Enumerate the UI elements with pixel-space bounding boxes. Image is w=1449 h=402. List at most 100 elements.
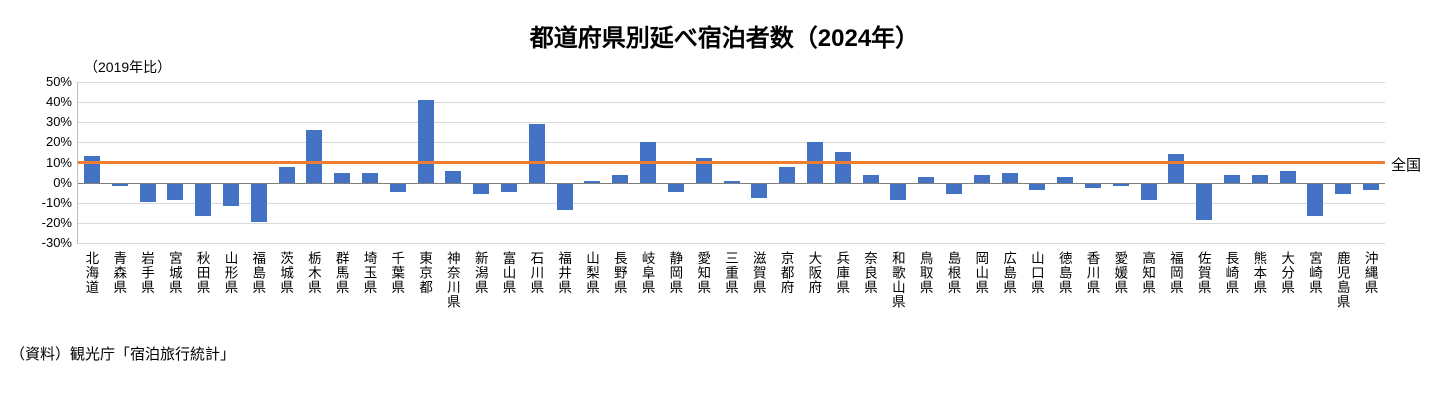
bar <box>1335 183 1352 194</box>
x-tick-label: 徳島県 <box>1056 251 1072 295</box>
bar <box>779 166 796 183</box>
x-tick-label: 鹿児島県 <box>1334 251 1350 309</box>
x-tick-label: 東京都 <box>417 251 433 295</box>
bar <box>361 172 378 183</box>
x-tick-label: 滋賀県 <box>750 251 766 295</box>
bar <box>1307 183 1324 216</box>
x-tick-label: 千葉県 <box>389 251 405 295</box>
x-tick-label: 沖縄県 <box>1362 251 1378 295</box>
bar <box>222 183 239 206</box>
bar <box>1140 183 1157 200</box>
x-tick-label: 香川県 <box>1084 251 1100 295</box>
x-tick-label: 三重県 <box>723 251 738 295</box>
x-tick-label: 福島県 <box>250 251 266 295</box>
bar <box>1279 170 1296 183</box>
bar <box>751 183 768 198</box>
x-tick-label: 兵庫県 <box>834 251 850 295</box>
x-tick-label: 富山県 <box>500 251 516 295</box>
x-tick-label: 宮城県 <box>166 251 182 295</box>
x-tick-label: 島根県 <box>945 251 961 295</box>
gridline <box>78 222 1385 224</box>
bar <box>612 174 629 183</box>
y-tick-label: 40% <box>45 94 72 110</box>
bar <box>667 183 684 192</box>
bar <box>1196 183 1213 220</box>
x-tick-label: 長崎県 <box>1223 251 1239 295</box>
x-tick-label: 大分県 <box>1279 251 1295 295</box>
bar <box>278 166 295 183</box>
x-tick-label: 北海道 <box>83 251 99 295</box>
bar <box>306 130 323 183</box>
bar <box>445 170 462 183</box>
y-axis-line <box>77 82 78 244</box>
x-tick-label: 青森県 <box>111 251 127 295</box>
source-note: （資料）観光庁「宿泊旅行統計」 <box>10 346 236 363</box>
gridline <box>78 102 1385 104</box>
bar <box>250 183 267 222</box>
bar <box>501 183 518 192</box>
bar <box>945 183 962 194</box>
x-tick-label: 岡山県 <box>973 251 989 295</box>
bar <box>1057 176 1074 183</box>
x-tick-label: 大阪府 <box>806 251 822 295</box>
x-tick-label: 熊本県 <box>1251 251 1267 295</box>
bar <box>556 183 573 210</box>
x-tick-label: 奈良県 <box>862 251 878 295</box>
bar <box>167 183 184 200</box>
x-tick-label: 栃木県 <box>305 251 321 295</box>
y-tick-label: 20% <box>45 134 72 150</box>
x-tick-label: 鳥取県 <box>917 251 933 295</box>
gridline <box>78 82 1385 83</box>
y-tick-label: 30% <box>45 114 72 130</box>
x-tick-label: 新潟県 <box>472 251 488 295</box>
x-tick-label: 群馬県 <box>333 251 349 295</box>
x-tick-label: 京都府 <box>778 251 794 295</box>
x-tick-label: 山口県 <box>1028 251 1044 295</box>
bar <box>695 158 712 183</box>
y-tick-label: 10% <box>45 154 72 170</box>
gridline <box>78 142 1385 144</box>
x-tick-label: 山梨県 <box>583 251 599 295</box>
bar <box>890 183 907 200</box>
x-tick-label: 福井県 <box>556 251 572 295</box>
x-tick-label: 岐阜県 <box>639 251 655 295</box>
bar <box>389 183 406 192</box>
bar <box>1085 183 1101 188</box>
y-tick-label: -30% <box>41 235 72 250</box>
gridline <box>78 122 1385 124</box>
zero-axis-line <box>78 182 1385 184</box>
bar <box>111 183 128 186</box>
y-tick-label: 50% <box>45 74 72 89</box>
x-tick-label: 宮崎県 <box>1306 251 1322 295</box>
bar <box>584 180 601 183</box>
bar <box>473 183 490 194</box>
bar <box>1112 183 1129 186</box>
chart-plot-area <box>78 82 1385 244</box>
chart-title: 都道府県別延べ宿泊者数（2024年） <box>529 25 920 52</box>
gridline <box>78 243 1385 244</box>
bar <box>417 100 434 183</box>
bar <box>195 183 212 216</box>
y-tick-label: -10% <box>41 194 72 210</box>
x-tick-label: 岩手県 <box>139 251 155 295</box>
x-tick-label: 石川県 <box>528 251 544 295</box>
x-tick-label: 広島県 <box>1001 251 1017 295</box>
bar <box>1029 183 1046 190</box>
x-tick-label: 愛知県 <box>695 251 711 295</box>
x-tick-label: 神奈川県 <box>444 251 460 309</box>
bar <box>1168 154 1185 183</box>
y-tick-label: -20% <box>41 214 72 230</box>
y-tick-label: 0% <box>53 174 72 190</box>
bar <box>1001 172 1018 183</box>
x-tick-label: 山形県 <box>222 251 238 295</box>
x-tick-label: 茨城県 <box>278 251 294 295</box>
national-line-label: 全国 <box>1391 156 1422 174</box>
bar <box>528 124 545 183</box>
gridline <box>78 202 1385 204</box>
x-tick-label: 埼玉県 <box>361 251 377 295</box>
x-tick-label: 静岡県 <box>667 251 683 295</box>
bar <box>334 172 351 183</box>
bar <box>862 174 879 183</box>
bar <box>139 183 156 202</box>
